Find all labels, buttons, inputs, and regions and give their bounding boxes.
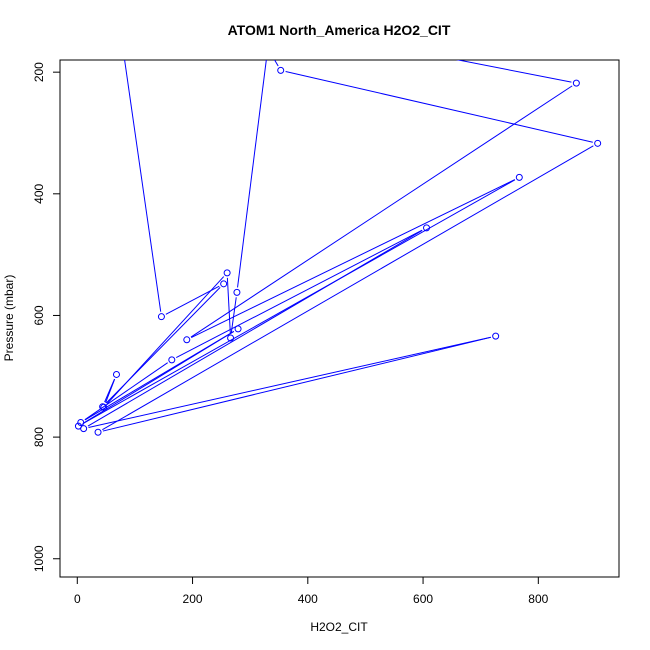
series-line-segment — [190, 85, 573, 338]
series-line-segment — [455, 60, 572, 83]
series-line-segment — [102, 336, 491, 432]
data-point — [277, 66, 285, 74]
y-tick-label: 1000 — [32, 545, 46, 572]
x-tick-label: 600 — [413, 592, 433, 606]
x-tick-label: 400 — [298, 592, 318, 606]
x-axis: 0 200 400 600 800 — [74, 576, 549, 606]
y-tick-label: 800 — [32, 427, 46, 447]
series-lines — [82, 60, 594, 432]
data-point — [74, 422, 82, 430]
series-line-segment — [237, 60, 267, 288]
series-line-segment — [191, 179, 516, 339]
y-tick-label: 400 — [32, 183, 46, 203]
data-point — [233, 288, 241, 296]
data-point — [183, 336, 191, 344]
series-line-segment — [226, 277, 231, 333]
data-point — [515, 173, 523, 181]
y-tick-label: 200 — [32, 62, 46, 82]
data-point — [100, 403, 108, 411]
y-axis: 200 400 600 800 1000 — [32, 62, 61, 572]
data-point — [168, 356, 176, 364]
series-line-segment — [82, 331, 235, 424]
data-point — [572, 79, 580, 87]
data-point — [594, 139, 602, 147]
series-line-segment — [285, 70, 593, 143]
x-axis-label: H2O2_CIT — [310, 620, 368, 634]
y-tick-label: 600 — [32, 305, 46, 325]
series-line-segment — [176, 229, 423, 359]
data-point — [227, 334, 235, 342]
data-point — [423, 224, 431, 232]
data-point — [223, 269, 231, 277]
data-point — [234, 325, 242, 333]
data-point — [220, 280, 228, 288]
series-markers — [74, 66, 602, 436]
series-line-segment — [88, 336, 491, 428]
series-line-segment — [106, 276, 225, 404]
y-axis-label: Pressure (mbar) — [2, 275, 16, 362]
series-line-segment — [105, 378, 116, 403]
series-line-segment — [124, 60, 162, 312]
chart-title: ATOM1 North_America H2O2_CIT — [228, 22, 451, 38]
series-line-segment — [230, 297, 237, 334]
series-line-segment — [102, 145, 594, 431]
data-point — [112, 370, 120, 378]
x-tick-label: 200 — [183, 592, 203, 606]
data-point — [492, 332, 500, 340]
series-line-segment — [82, 179, 516, 425]
x-tick-label: 0 — [74, 592, 81, 606]
data-point — [77, 419, 85, 427]
series-line-segment — [87, 229, 423, 427]
data-point — [94, 428, 102, 436]
data-point — [157, 313, 165, 321]
x-tick-label: 800 — [528, 592, 548, 606]
series-line-segment — [84, 362, 168, 421]
